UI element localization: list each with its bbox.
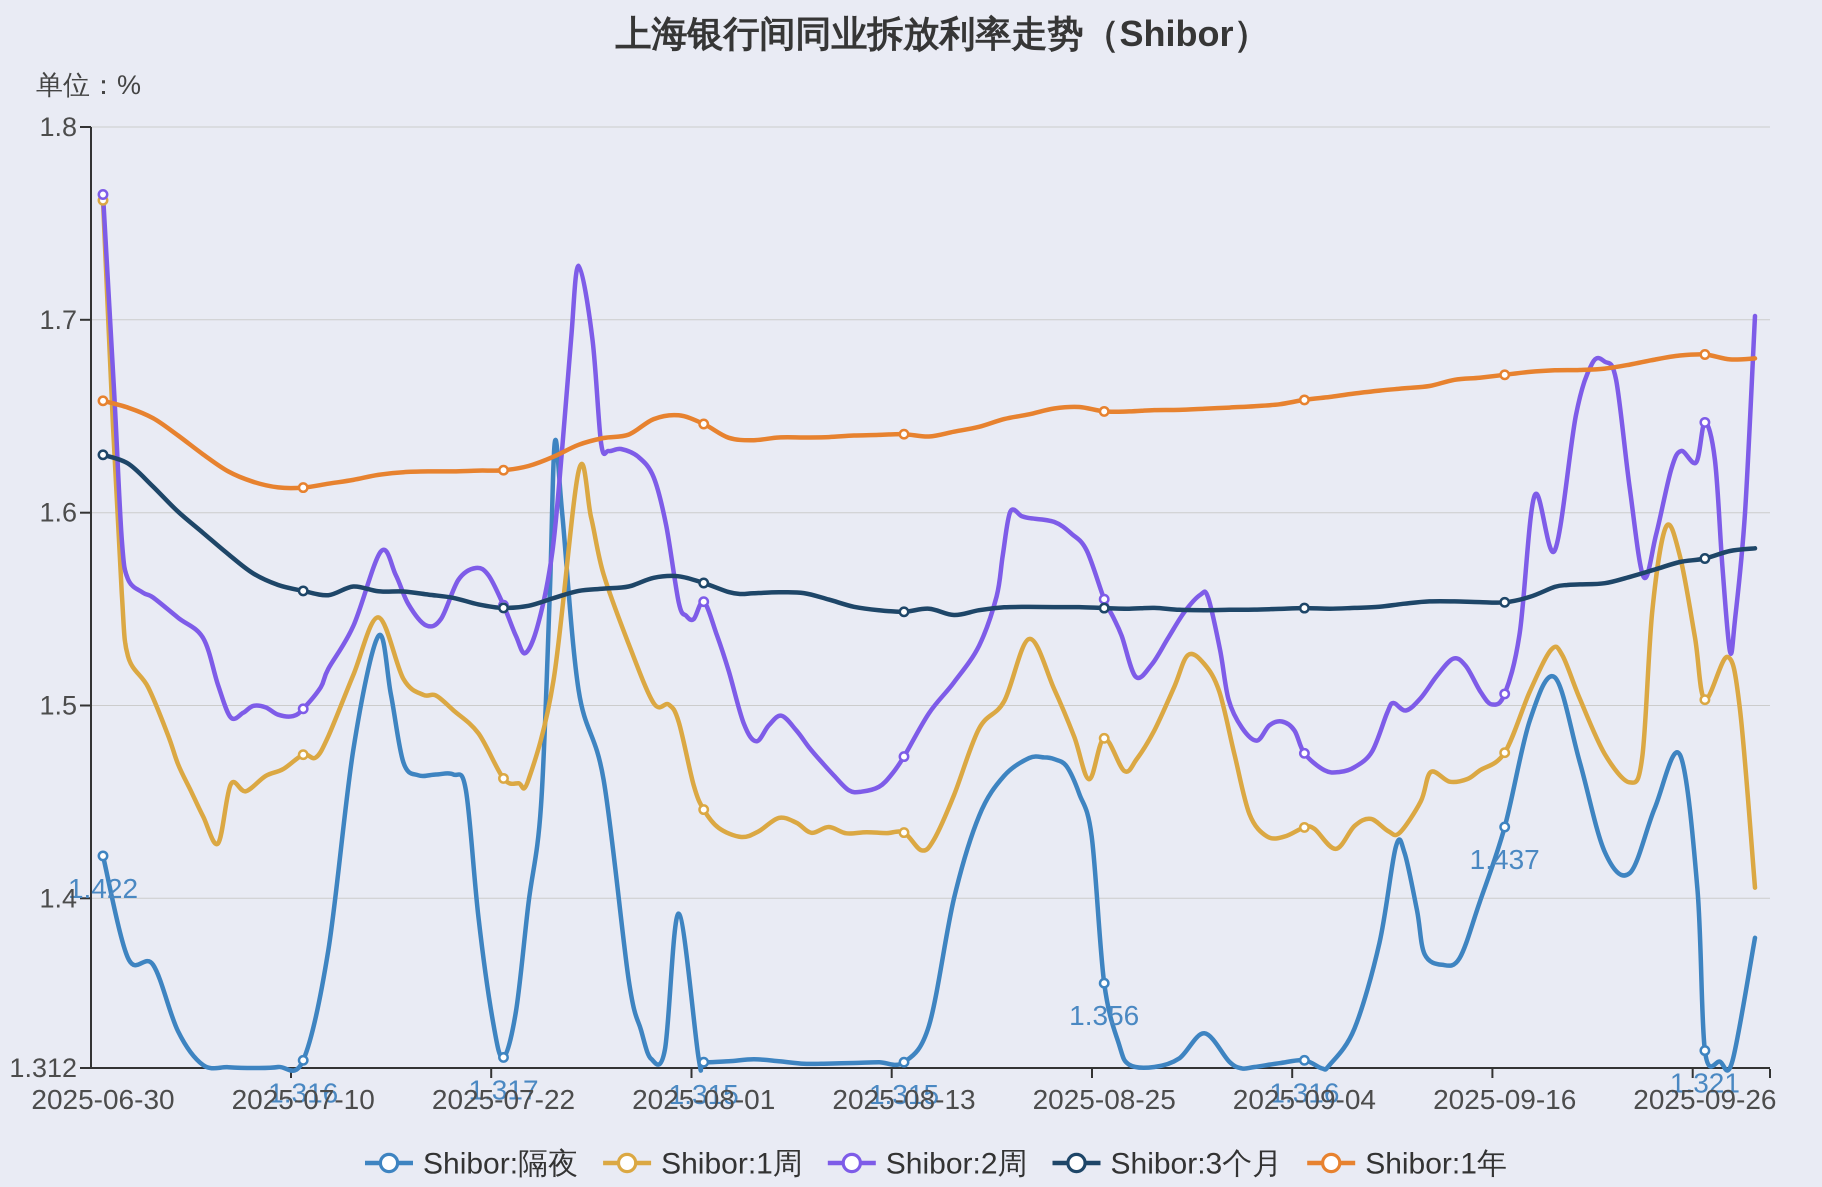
svg-text:Shibor:2: Shibor:2 bbox=[886, 1148, 998, 1181]
svg-text:2025-07-10: 2025-07-10 bbox=[232, 1084, 375, 1115]
svg-text:1.315: 1.315 bbox=[669, 1079, 739, 1110]
svg-text:1.5: 1.5 bbox=[39, 691, 77, 721]
svg-text:Shibor:1: Shibor:1 bbox=[661, 1148, 773, 1181]
svg-text:1.8: 1.8 bbox=[39, 112, 77, 142]
svg-text:Shibor:: Shibor: bbox=[423, 1148, 518, 1181]
svg-text:2025-09-16: 2025-09-16 bbox=[1433, 1084, 1576, 1115]
svg-text:1.422: 1.422 bbox=[68, 873, 138, 904]
svg-text:2025-08-13: 2025-08-13 bbox=[832, 1084, 975, 1115]
svg-text:1.315: 1.315 bbox=[869, 1079, 939, 1110]
svg-text:2025-08-01: 2025-08-01 bbox=[632, 1084, 775, 1115]
svg-text:1.437: 1.437 bbox=[1470, 844, 1540, 875]
svg-text:Shibor:1: Shibor:1 bbox=[1365, 1148, 1477, 1181]
svg-text:Shibor: Shibor bbox=[1120, 13, 1234, 54]
svg-text:1.316: 1.316 bbox=[268, 1077, 338, 1108]
svg-text:2025-09-26: 2025-09-26 bbox=[1633, 1084, 1776, 1115]
svg-text:1.4: 1.4 bbox=[39, 883, 77, 913]
svg-text:1.7: 1.7 bbox=[39, 305, 77, 335]
svg-text:1.356: 1.356 bbox=[1069, 1000, 1139, 1031]
svg-text:1.6: 1.6 bbox=[39, 498, 77, 528]
svg-text:2025-09-04: 2025-09-04 bbox=[1233, 1084, 1376, 1115]
svg-text:1.321: 1.321 bbox=[1670, 1068, 1740, 1099]
svg-text:2025-07-22: 2025-07-22 bbox=[432, 1084, 575, 1115]
svg-text:1.316: 1.316 bbox=[1269, 1077, 1339, 1108]
svg-text:1.312: 1.312 bbox=[9, 1053, 77, 1083]
svg-text:%: % bbox=[117, 70, 141, 100]
svg-text:2025-06-30: 2025-06-30 bbox=[31, 1084, 174, 1115]
svg-text:Shibor:3: Shibor:3 bbox=[1111, 1148, 1223, 1181]
svg-text:2025-08-25: 2025-08-25 bbox=[1033, 1084, 1176, 1115]
svg-text:1.317: 1.317 bbox=[468, 1074, 538, 1105]
